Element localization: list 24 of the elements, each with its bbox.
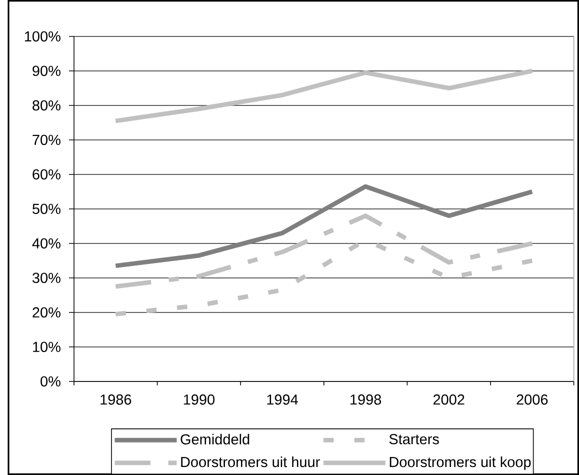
x-tick-label: 1994: [267, 394, 298, 405]
legend-label: Doorstromers uit koop: [390, 456, 531, 470]
legend-label: Doorstromers uit huur: [181, 456, 320, 468]
y-tick-label: 70%: [32, 134, 60, 146]
y-tick-label: 50%: [32, 204, 60, 214]
x-tick-label: 1990: [184, 394, 215, 405]
legend-label: Starters: [389, 434, 439, 444]
legend-label: Gemiddeld: [180, 434, 250, 444]
y-tick-label: 0%: [40, 376, 60, 387]
y-tick-label: 20%: [32, 307, 60, 318]
y-tick-label: 30%: [32, 272, 60, 284]
y-tick-label: 10%: [33, 342, 60, 352]
x-tick-label: 2002: [433, 394, 464, 405]
x-tick-label: 1986: [100, 394, 132, 405]
x-tick-label: 1998: [350, 394, 382, 405]
y-tick-label: 80%: [32, 100, 60, 111]
line-series: [113, 214, 534, 289]
y-tick-label: 40%: [32, 238, 60, 249]
x-tick-label: 2006: [516, 394, 548, 405]
y-tick-label: 90%: [32, 66, 60, 76]
line-series: [113, 68, 534, 124]
line-series: [113, 184, 534, 268]
y-tick-label: 60%: [32, 169, 60, 180]
y-tick-label: 100%: [24, 31, 60, 42]
